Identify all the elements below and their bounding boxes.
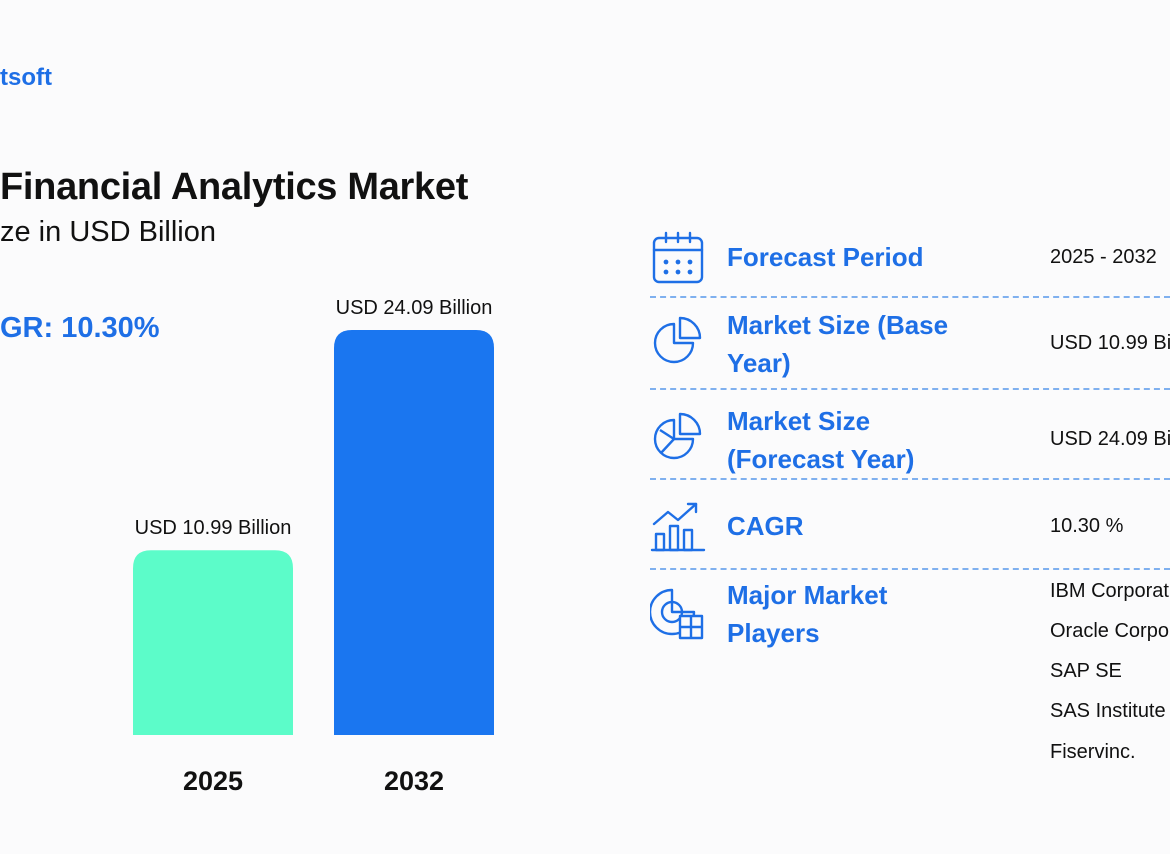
info-label-major-players: Major Market Players [727, 580, 888, 648]
info-row-market-size-base: Market Size (Base Year) USD 10.99 Billio… [650, 304, 1170, 384]
info-label-market-size-base: Market Size (Base Year) [727, 310, 949, 378]
player-item: Oracle Corporation [1050, 620, 1170, 642]
info-value-forecast-period: 2025 - 2032 [1050, 246, 1157, 268]
info-row-major-players: Major Market Players [650, 574, 1170, 774]
bar-2032 [334, 330, 494, 735]
info-label-cagr: CAGR [727, 511, 804, 541]
pie-chart-segmented-icon [653, 412, 702, 460]
data-label-2032: USD 24.09 Billion [336, 297, 493, 319]
player-item: IBM Corporation [1050, 580, 1170, 602]
pie-chart-icon [653, 316, 702, 364]
info-label-market-size-forecast: Market Size (Forecast Year) [727, 406, 915, 474]
player-item: SAP SE [1050, 660, 1122, 682]
brand-logo: tsoft [0, 64, 52, 91]
bar-2025 [133, 550, 293, 735]
chart-subtitle: ze in USD Billion [0, 216, 216, 248]
row-divider [650, 568, 1170, 570]
info-row-cagr: CAGR 10.30 % [650, 496, 1170, 556]
player-item: SAS Institute Inc. [1050, 700, 1170, 722]
x-tick-label-2025: 2025 [183, 766, 243, 796]
row-divider [650, 388, 1170, 390]
calendar-icon [652, 231, 704, 284]
info-row-forecast-period: Forecast Period 2025 - 2032 [650, 228, 1170, 288]
info-value-market-size-forecast: USD 24.09 Billion [1050, 428, 1170, 450]
cagr-highlight: GR: 10.30% [0, 312, 160, 344]
info-label-forecast-period: Forecast Period [727, 242, 924, 272]
player-item: Fiservinc. [1050, 741, 1136, 763]
info-row-market-size-forecast: Market Size (Forecast Year) USD 24.09 Bi… [650, 400, 1170, 480]
growth-chart-icon [650, 502, 706, 552]
info-value-market-size-base: USD 10.99 Billion [1050, 332, 1170, 354]
bar-chart: USD 10.99 Billion 2025 USD 24.09 Billion 20… [133, 297, 494, 796]
chart-title: Financial Analytics Market [0, 166, 469, 208]
x-tick-label-2032: 2032 [384, 766, 444, 796]
market-players-icon [650, 588, 704, 640]
data-label-2025: USD 10.99 Billion [135, 517, 292, 539]
row-divider [650, 296, 1170, 298]
info-value-cagr: 10.30 % [1050, 515, 1124, 537]
row-divider [650, 478, 1170, 480]
